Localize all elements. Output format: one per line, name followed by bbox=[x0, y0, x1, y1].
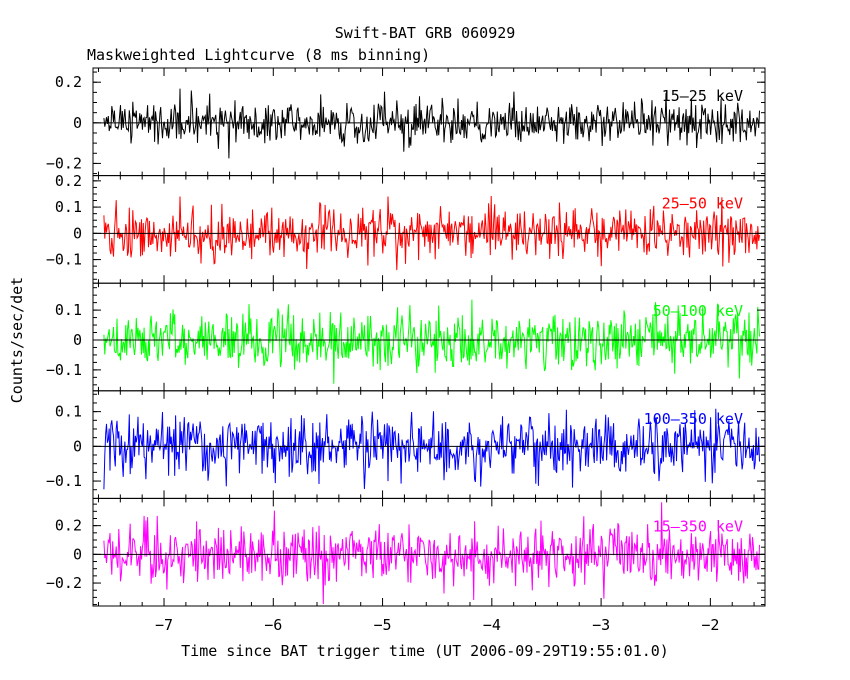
y-tick-label: 0.1 bbox=[55, 198, 82, 216]
y-tick-label: −0.2 bbox=[46, 154, 82, 172]
chart-subtitle: Maskweighted Lightcurve (8 ms binning) bbox=[87, 46, 430, 64]
chart-title: Swift-BAT GRB 060929 bbox=[335, 24, 516, 42]
y-tick-label: 0.1 bbox=[55, 403, 82, 421]
x-tick-label: −6 bbox=[264, 616, 282, 634]
x-axis-label: Time since BAT trigger time (UT 2006-09-… bbox=[181, 642, 669, 660]
channel-label: 50–100 keV bbox=[653, 302, 743, 320]
series-line-2 bbox=[103, 195, 760, 271]
x-tick-label: −3 bbox=[592, 616, 610, 634]
y-tick-label: 0 bbox=[73, 545, 82, 563]
x-tick-label: −4 bbox=[483, 616, 501, 634]
channel-label: 100–350 keV bbox=[644, 410, 743, 428]
y-tick-label: −0.1 bbox=[46, 361, 82, 379]
y-tick-label: −0.1 bbox=[46, 472, 82, 490]
x-tick-label: −5 bbox=[374, 616, 392, 634]
y-tick-label: 0 bbox=[73, 331, 82, 349]
series-line-1 bbox=[103, 88, 760, 159]
y-tick-label: −0.1 bbox=[46, 251, 82, 269]
y-tick-label: 0.2 bbox=[55, 73, 82, 91]
y-tick-label: 0 bbox=[73, 437, 82, 455]
panel-2: 25–50 keV −0.1 0 0.1 0.2 bbox=[46, 172, 766, 284]
panels-group: 15–25 keV −0.2 0 0.2 25–50 keV −0.1 0 0.1 0.2 50–… bbox=[46, 67, 766, 634]
panel-frame bbox=[92, 497, 766, 607]
panel-5: 15–350 keV −0.2 0 0.2 bbox=[46, 497, 766, 607]
channel-label: 25–50 keV bbox=[662, 195, 743, 213]
panel-1: 15–25 keV −0.2 0 0.2 bbox=[46, 67, 766, 177]
x-tick-label: −2 bbox=[701, 616, 719, 634]
y-tick-label: 0.2 bbox=[55, 172, 82, 190]
y-tick-label: 0.2 bbox=[55, 517, 82, 535]
panel-3: 50–100 keV −0.1 0 0.1 bbox=[46, 282, 766, 392]
y-tick-label: 0 bbox=[73, 114, 82, 132]
series-line-5 bbox=[103, 502, 760, 605]
channel-label: 15–25 keV bbox=[662, 87, 743, 105]
y-tick-label: 0.1 bbox=[55, 301, 82, 319]
channel-label: 15–350 keV bbox=[653, 517, 743, 535]
series-line-3 bbox=[103, 299, 760, 384]
y-axis-label: Counts/sec/det bbox=[8, 277, 26, 403]
panel-4: 100–350 keV −0.1 0 0.1 bbox=[46, 390, 766, 499]
x-tick-label: −7 bbox=[155, 616, 173, 634]
y-tick-label: 0 bbox=[73, 224, 82, 242]
series-line-4 bbox=[103, 408, 760, 490]
y-tick-label: −0.2 bbox=[46, 574, 82, 592]
